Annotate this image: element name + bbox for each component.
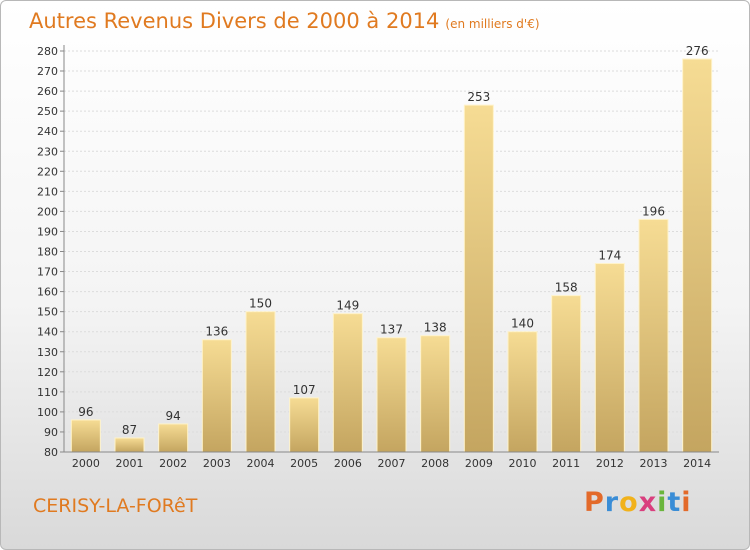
bar (245, 311, 276, 453)
x-tick-label: 2010 (509, 457, 537, 470)
bar (594, 263, 625, 453)
bar (463, 104, 494, 453)
bar (507, 331, 538, 453)
y-tick-label: 80 (44, 446, 58, 459)
y-tick-label: 190 (37, 225, 58, 238)
bar (332, 313, 363, 453)
bar (420, 335, 451, 453)
chart-subtitle: (en milliers d'€) (445, 17, 540, 31)
y-tick-label: 150 (37, 306, 58, 319)
y-tick-label: 100 (37, 406, 58, 419)
x-tick-label: 2007 (378, 457, 406, 470)
x-tick-label: 2013 (640, 457, 668, 470)
bar (70, 419, 101, 453)
y-tick-label: 200 (37, 205, 58, 218)
bar-value-label: 138 (424, 321, 447, 335)
bar-value-label: 253 (467, 90, 490, 104)
bar-value-label: 149 (336, 299, 359, 313)
y-tick-label: 280 (37, 45, 58, 58)
bar-value-label: 94 (166, 409, 181, 423)
bar-value-label: 87 (122, 423, 137, 437)
y-tick-label: 220 (37, 165, 58, 178)
bar-value-label: 96 (78, 405, 93, 419)
chart-title: Autres Revenus Divers de 2000 à 2014 (en … (29, 9, 540, 33)
y-tick-label: 240 (37, 125, 58, 138)
bar (289, 397, 320, 453)
x-tick-label: 2004 (247, 457, 275, 470)
x-tick-label: 2002 (159, 457, 187, 470)
place-name: CERISY-LA-FORêT (33, 495, 198, 517)
bar-value-label: 174 (598, 249, 621, 263)
bar-value-label: 136 (205, 325, 228, 339)
y-tick-label: 120 (37, 366, 58, 379)
value-labels: 96 87 94 136 150 107 149 137 138 253 140 158 174 196 2… (78, 44, 708, 437)
x-tick-label: 2001 (116, 457, 144, 470)
y-tick-label: 210 (37, 185, 58, 198)
y-tick-label: 90 (44, 426, 58, 439)
x-axis-labels: 2000 2001 2002 2003 2004 2005 2006 2007 2008 2009… (72, 457, 711, 470)
proxiti-logo: Proxiti (584, 487, 692, 518)
y-tick-label: 110 (37, 386, 58, 399)
x-tick-label: 2011 (552, 457, 580, 470)
bar (114, 437, 145, 453)
x-tick-label: 2008 (421, 457, 449, 470)
x-tick-label: 2012 (596, 457, 624, 470)
bar (376, 337, 407, 453)
y-tick-label: 140 (37, 326, 58, 339)
chart-title-text: Autres Revenus Divers de 2000 à 2014 (29, 9, 440, 33)
y-tick-label: 160 (37, 286, 58, 299)
bar-value-label: 150 (249, 297, 272, 311)
x-tick-label: 2003 (203, 457, 231, 470)
bar (682, 58, 713, 453)
y-tick-label: 260 (37, 85, 58, 98)
bar-value-label: 140 (511, 317, 534, 331)
y-tick-label: 170 (37, 266, 58, 279)
y-axis-labels: 80 90 100 110 120 130 140 150 160 170 180 190 200 210… (37, 45, 58, 459)
x-tick-label: 2006 (334, 457, 362, 470)
x-tick-label: 2005 (290, 457, 318, 470)
y-tick-label: 270 (37, 65, 58, 78)
x-tick-label: 2014 (683, 457, 711, 470)
x-tick-label: 2000 (72, 457, 100, 470)
y-tick-label: 180 (37, 246, 58, 259)
y-tick-label: 230 (37, 145, 58, 158)
bar (638, 218, 669, 453)
bar-value-label: 276 (686, 44, 709, 58)
bar (158, 423, 189, 453)
axes (63, 45, 719, 453)
bar-value-label: 137 (380, 323, 403, 337)
bar-value-label: 107 (293, 383, 316, 397)
y-tick-label: 250 (37, 105, 58, 118)
bar (201, 339, 232, 453)
bar-value-label: 158 (555, 281, 578, 295)
y-tick-label: 130 (37, 346, 58, 359)
bar-value-label: 196 (642, 204, 665, 218)
x-tick-label: 2009 (465, 457, 493, 470)
bar (551, 295, 582, 453)
